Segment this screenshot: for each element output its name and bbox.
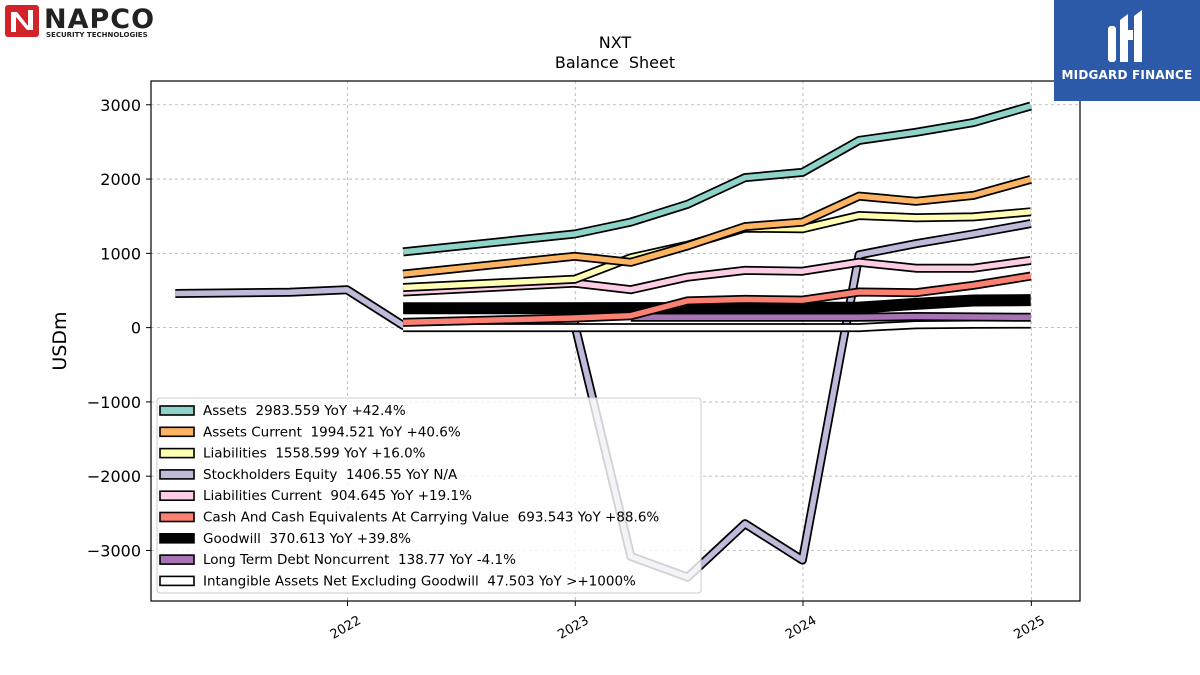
y-tick-label: 1000 xyxy=(100,244,141,263)
legend-swatch xyxy=(159,554,195,565)
legend-swatch xyxy=(159,426,195,438)
legend-entry: Cash And Cash Equivalents At Carrying Va… xyxy=(203,510,659,526)
x-tick-label: 2025 xyxy=(1012,613,1048,643)
midgard-emblem-icon xyxy=(1108,10,1142,62)
midgard-logo-text: MIDGARD FINANCE xyxy=(1061,68,1193,82)
x-tick-label: 2023 xyxy=(555,613,591,643)
y-tick-label: −3000 xyxy=(87,541,141,560)
legend-swatch xyxy=(159,532,195,544)
series-long-term-debt-noncurrent xyxy=(630,312,1031,322)
y-tick-label: −2000 xyxy=(87,467,141,486)
legend-entry: Stockholders Equity 1406.55 YoY N/A xyxy=(203,467,458,483)
x-tick-label: 2024 xyxy=(783,613,819,643)
napco-logo: NAPCO SECURITY TECHNOLOGIES xyxy=(5,4,155,39)
series-line xyxy=(402,257,1032,295)
legend-entry: Assets 2983.559 YoY +42.4% xyxy=(203,403,406,419)
legend-swatch xyxy=(159,511,195,523)
y-axis-label: USDm xyxy=(49,311,71,370)
legend-entry: Goodwill 370.613 YoY +39.8% xyxy=(203,531,411,547)
series-line xyxy=(630,313,1031,321)
series-line xyxy=(403,273,1032,326)
series-line xyxy=(402,176,1032,277)
napco-logo-text: NAPCO xyxy=(44,4,155,35)
legend-swatch xyxy=(159,469,195,480)
legend-entry: Liabilities 1558.599 YoY +16.0% xyxy=(203,446,426,462)
x-tick-label: 2022 xyxy=(328,613,364,643)
chart-subtitle: Balance Sheet xyxy=(555,53,675,72)
legend-swatch xyxy=(159,575,195,587)
midgard-finance-logo: MIDGARD FINANCE xyxy=(1054,0,1200,101)
series-liabilities-current xyxy=(402,255,1032,297)
plot-frame xyxy=(150,80,1081,602)
y-tick-label: 2000 xyxy=(100,170,141,189)
legend: Assets 2983.559 YoY +42.4% Assets Current… xyxy=(156,397,702,594)
chart-title: NXT xyxy=(599,33,632,52)
y-tick-label: 3000 xyxy=(100,96,141,115)
legend-entry: Intangible Assets Net Excluding Goodwill… xyxy=(203,573,636,589)
series-outline xyxy=(403,294,1031,315)
legend-swatch xyxy=(159,405,195,416)
legend-box xyxy=(156,397,702,594)
legend-entry: Liabilities Current 904.645 YoY +19.1% xyxy=(203,488,472,504)
legend-swatch xyxy=(159,490,195,502)
series-line xyxy=(403,321,1031,331)
series-goodwill xyxy=(403,294,1031,315)
napco-logo-subtext: SECURITY TECHNOLOGIES xyxy=(46,31,148,39)
series-assets-current xyxy=(402,175,1032,279)
legend-swatch xyxy=(159,447,195,459)
x-axis-ticks: 2022 2023 2024 2025 xyxy=(328,601,1048,643)
y-tick-label: 0 xyxy=(131,319,141,338)
series-intangible-assets-net-excluding-goodwill xyxy=(403,319,1031,333)
legend-entry: Assets Current 1994.521 YoY +40.6% xyxy=(203,424,461,440)
y-axis-ticks: 3000 2000 1000 0 −1000 −2000 −3000 xyxy=(87,96,151,560)
series-line xyxy=(402,103,1032,255)
series-assets xyxy=(402,101,1032,257)
legend-entry: Long Term Debt Noncurrent 138.77 YoY -4.… xyxy=(203,552,516,568)
series-cash-and-cash-equivalents-at-carrying-value xyxy=(402,271,1032,327)
y-tick-label: −1000 xyxy=(87,393,141,412)
